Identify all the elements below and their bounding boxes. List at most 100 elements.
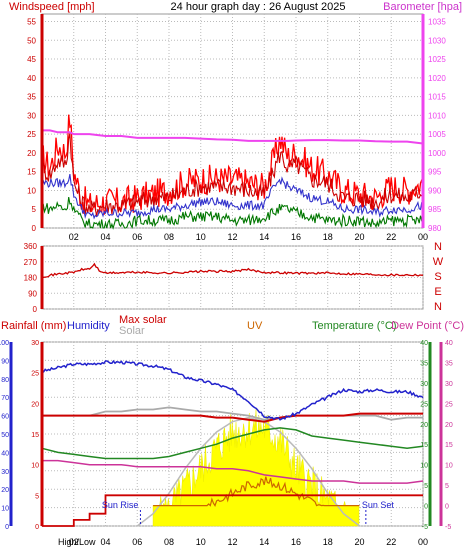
rainfall-axis-label: Rainfall (mm): [1, 320, 66, 332]
humidity-tick-label: 50: [1, 432, 9, 439]
solar-line: [42, 406, 423, 421]
barometer-axis-label: Barometer [hpa]: [383, 1, 462, 13]
temperature-tick-label: 5: [424, 483, 428, 490]
humidity-tick-label: 90: [1, 358, 9, 365]
humidity-tick-label: 30: [1, 469, 9, 476]
humidity-tick-label: 60: [1, 414, 9, 421]
windspeed-wind-line: [41, 133, 424, 216]
windspeed-tick-label: 20: [27, 149, 36, 158]
barometer-tick-label: 985: [428, 205, 442, 214]
temp-x-tick-label: 04: [100, 537, 110, 547]
max-solar-label: Max solar: [119, 314, 167, 326]
dewpoint-tick-label: 35: [445, 360, 453, 367]
direction-tick-label: 90: [28, 289, 37, 298]
sunset-label: Sun Set: [362, 500, 395, 510]
dewpoint-tick-label: 15: [445, 442, 453, 449]
temp-x-tick-label: 10: [196, 537, 206, 547]
wind-x-tick-label: 00: [418, 232, 428, 242]
windspeed-axis-label: Windspeed [mph]: [9, 1, 95, 13]
temp-x-tick-label: 14: [259, 537, 269, 547]
direction-panel-grid: [41, 245, 424, 310]
solar-label: Solar: [119, 325, 145, 337]
rainfall-tick-label: 5: [35, 493, 39, 500]
windspeed-tick-label: 5: [32, 205, 37, 214]
barometer-tick-label: 1005: [428, 130, 446, 139]
barometer-tick-label: 990: [428, 186, 442, 195]
direction-tick-label: 180: [24, 274, 38, 283]
temp-x-tick-label: 02: [69, 537, 79, 547]
temperature-tick-label: 0: [424, 504, 428, 511]
direction-tick-label: 360: [24, 242, 38, 251]
windspeed-tick-label: 25: [27, 130, 36, 139]
temperature-tick-label: 20: [420, 422, 428, 429]
uv-label: UV: [247, 320, 263, 332]
dewpoint-tick-label: 30: [445, 381, 453, 388]
direction-tick-label: 270: [24, 258, 38, 267]
windspeed-tick-label: 15: [27, 168, 36, 177]
temp-panel-axes: 0102030405060708090100051015202530-5-500…: [0, 340, 453, 547]
barometer-tick-label: 1020: [428, 74, 446, 83]
wind-x-tick-label: 10: [196, 232, 206, 242]
wind-x-tick-label: 08: [164, 232, 174, 242]
humidity-tick-label: 70: [1, 395, 9, 402]
humidity-tick-label: 80: [1, 377, 9, 384]
compass-label: E: [434, 286, 441, 298]
wind-plot-area: [41, 13, 424, 229]
wind-x-tick-label: 02: [69, 232, 79, 242]
temp-x-tick-label: 20: [354, 537, 364, 547]
temperature-tick-label: 30: [420, 381, 428, 388]
average-wind-line: [41, 173, 424, 220]
temperature-axis-label: Temperature (°C): [312, 320, 396, 332]
dewpoint-tick-label: 5: [445, 483, 449, 490]
wind-panel-series: [41, 114, 424, 230]
high-low-label: High/Low: [58, 537, 96, 547]
humidity-tick-label: 20: [1, 487, 9, 494]
rainfall-tick-label: 25: [31, 371, 39, 378]
temp-x-tick-label: 22: [386, 537, 396, 547]
low-wind-line: [41, 197, 424, 230]
windspeed-tick-label: 55: [27, 18, 36, 27]
humidity-axis-label: Humidity: [67, 320, 110, 332]
humidity-line: [42, 359, 424, 421]
windspeed-tick-label: 50: [27, 36, 36, 45]
wind-x-tick-label: 14: [259, 232, 269, 242]
dewpoint-tick-label: 25: [445, 401, 453, 408]
direction-panel-series: [41, 262, 423, 279]
temperature-tick-label: -5: [422, 524, 428, 531]
temp-x-tick-label: 12: [227, 537, 237, 547]
wind-panel-grid: [41, 13, 424, 229]
barometer-tick-label: 1000: [428, 149, 446, 158]
wind-panel-axes: 0510152025303540455055980985990995100010…: [27, 14, 446, 242]
windspeed-tick-label: 45: [27, 55, 36, 64]
dewpoint-tick-label: 40: [445, 340, 453, 347]
barometer-tick-label: 1035: [428, 18, 446, 27]
barometer-tick-label: 980: [428, 224, 442, 233]
temperature-tick-label: 25: [420, 401, 428, 408]
dewpoint-tick-label: 20: [445, 422, 453, 429]
temperature-line: [41, 427, 424, 460]
dewpoint-tick-label: 10: [445, 463, 453, 470]
wind-x-tick-label: 20: [354, 232, 364, 242]
rain-rate-line: [42, 412, 423, 423]
windspeed-tick-label: 35: [27, 93, 36, 102]
barometer-tick-label: 1010: [428, 111, 446, 120]
wind-x-tick-label: 22: [386, 232, 396, 242]
chart-title: 24 hour graph day : 26 August 2025: [171, 1, 346, 13]
max-solar-curve: [136, 416, 360, 527]
dewpoint-axis-label: Dew Point (°C): [391, 320, 464, 332]
temp-x-tick-label: 06: [132, 537, 142, 547]
temperature-tick-label: 35: [420, 360, 428, 367]
humidity-tick-label: 40: [1, 450, 9, 457]
temp-x-tick-label: 18: [323, 537, 333, 547]
uv-line: [153, 476, 360, 507]
temperature-tick-label: 10: [420, 463, 428, 470]
compass-label: S: [434, 271, 441, 283]
wind-x-tick-label: 06: [132, 232, 142, 242]
humidity-tick-label: 0: [5, 524, 9, 531]
wind-direction-line: [41, 262, 423, 279]
temperature-tick-label: 40: [420, 340, 428, 347]
wind-x-tick-label: 12: [227, 232, 237, 242]
temp-x-tick-label: 00: [418, 537, 428, 547]
